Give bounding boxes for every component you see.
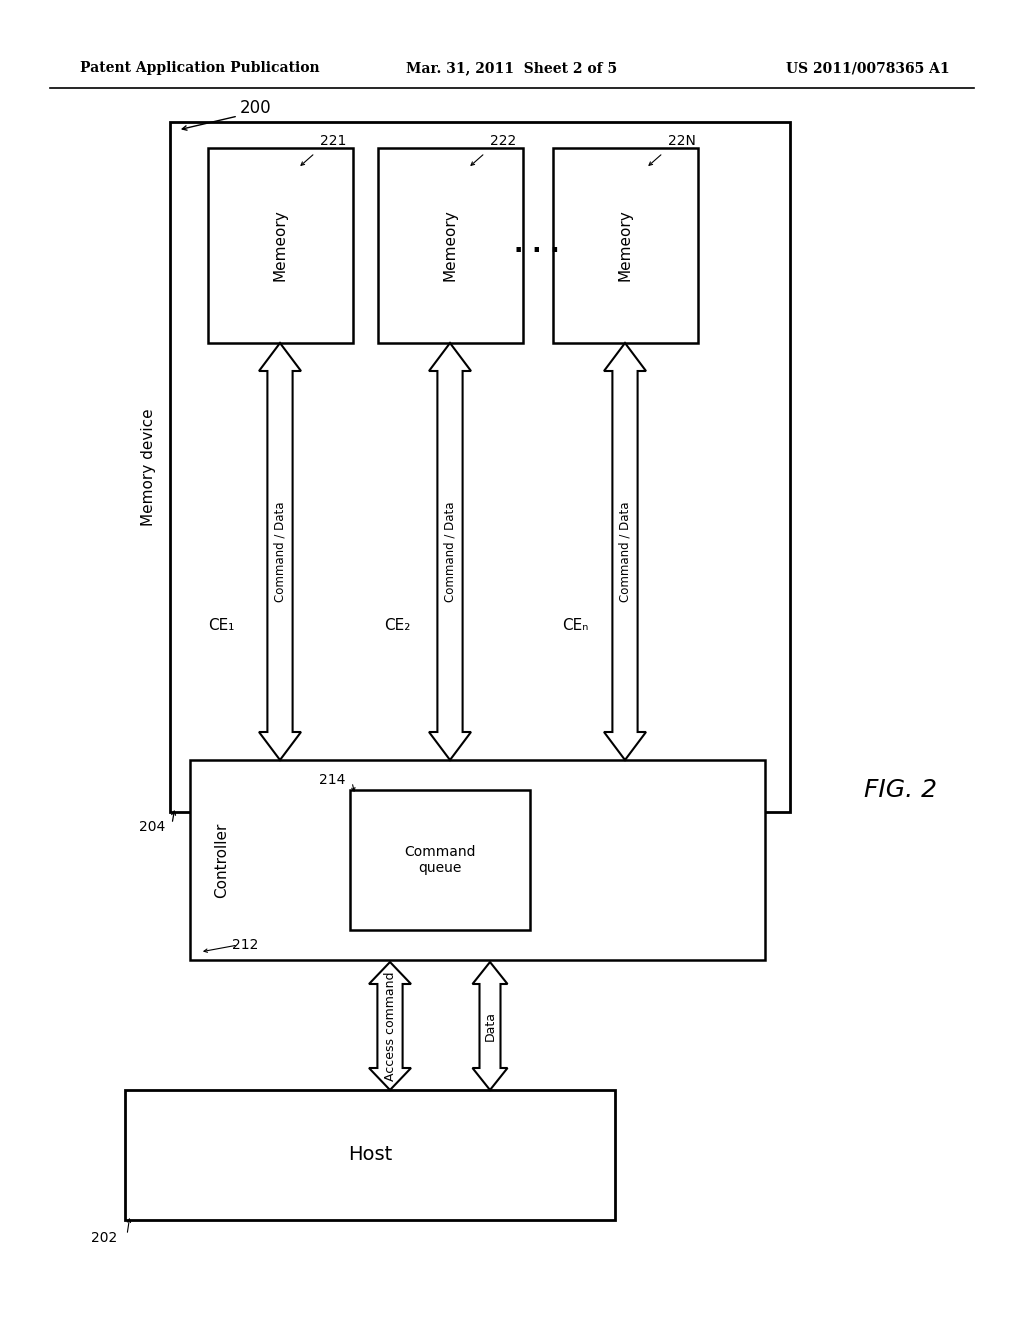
Text: Mar. 31, 2011  Sheet 2 of 5: Mar. 31, 2011 Sheet 2 of 5	[407, 61, 617, 75]
Text: FIG. 2: FIG. 2	[863, 777, 937, 803]
Bar	[350, 789, 530, 931]
Text: CE₁: CE₁	[208, 618, 234, 632]
Text: Memeory: Memeory	[272, 210, 288, 281]
Text: Data: Data	[483, 1011, 497, 1041]
Text: Command / Data: Command / Data	[273, 502, 287, 602]
Polygon shape	[472, 962, 508, 1090]
Text: 22N: 22N	[668, 135, 696, 148]
Text: CE₂: CE₂	[384, 618, 411, 632]
Text: Memeory: Memeory	[442, 210, 458, 281]
Text: Host: Host	[348, 1146, 392, 1164]
Text: Controller: Controller	[214, 822, 229, 898]
Bar	[190, 760, 765, 960]
Text: 204: 204	[138, 820, 165, 834]
Polygon shape	[604, 343, 646, 760]
Text: 214: 214	[318, 774, 345, 787]
Text: CEₙ: CEₙ	[562, 618, 589, 632]
Bar	[553, 148, 698, 343]
Text: 222: 222	[490, 135, 516, 148]
Text: Command / Data: Command / Data	[618, 502, 632, 602]
Text: 200: 200	[240, 99, 271, 117]
Polygon shape	[369, 962, 411, 1090]
Bar	[170, 121, 790, 812]
Text: Memory device: Memory device	[140, 408, 156, 525]
Text: . . .: . . .	[514, 234, 560, 257]
Text: Memeory: Memeory	[617, 210, 633, 281]
Text: 202: 202	[91, 1232, 117, 1245]
Text: Command
queue: Command queue	[404, 845, 476, 875]
Text: US 2011/0078365 A1: US 2011/0078365 A1	[786, 61, 950, 75]
Bar	[208, 148, 353, 343]
Text: Command / Data: Command / Data	[443, 502, 457, 602]
Text: 221: 221	[319, 135, 346, 148]
Polygon shape	[429, 343, 471, 760]
Text: 212: 212	[231, 939, 258, 952]
Text: Patent Application Publication: Patent Application Publication	[80, 61, 319, 75]
Text: Access command: Access command	[384, 972, 396, 1081]
Polygon shape	[259, 343, 301, 760]
Bar	[378, 148, 523, 343]
Bar	[125, 1090, 615, 1220]
